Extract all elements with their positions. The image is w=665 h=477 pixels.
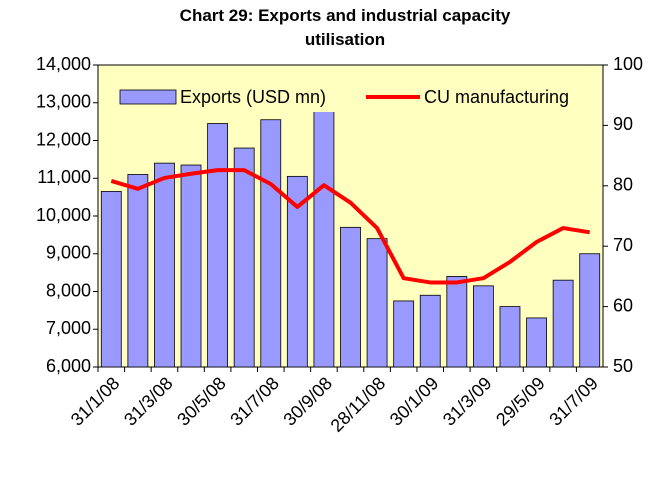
bar — [286, 175, 308, 368]
x-tick-label: 31/1/08 — [67, 373, 124, 430]
bar — [472, 285, 494, 368]
bar — [419, 294, 441, 368]
bar — [207, 123, 229, 368]
bar — [579, 253, 601, 368]
x-tick-label: 31/7/09 — [545, 373, 602, 430]
bar — [154, 162, 175, 368]
legend-box — [116, 83, 600, 112]
bar — [393, 300, 415, 368]
y-tick-label: 10,000 — [36, 205, 91, 225]
bar — [340, 226, 361, 368]
bar — [260, 119, 282, 368]
y-tick-label: 8,000 — [46, 280, 91, 300]
bar — [180, 164, 202, 368]
x-tick-label: 28/11/08 — [327, 373, 390, 436]
y2-tick-label: 90 — [613, 114, 633, 134]
bar — [446, 275, 468, 368]
y2-tick-label: 70 — [613, 235, 633, 255]
x-tick-label: 31/3/09 — [439, 373, 496, 430]
bar — [552, 279, 574, 368]
bar — [526, 317, 547, 368]
bar — [499, 306, 521, 368]
y-tick-label: 14,000 — [36, 54, 91, 74]
legend-swatch — [119, 89, 177, 105]
y-tick-label: 13,000 — [36, 92, 91, 112]
x-tick-label: 30/1/09 — [386, 373, 443, 430]
bar — [127, 174, 149, 368]
x-tick-label: 31/7/08 — [226, 373, 283, 430]
legend-label: Exports (USD mn) — [180, 87, 326, 107]
x-tick-label: 31/3/08 — [120, 373, 177, 430]
line — [110, 168, 591, 285]
y2-tick-label: 80 — [613, 175, 633, 195]
bar — [366, 238, 388, 368]
y-tick-label: 12,000 — [36, 129, 91, 149]
x-tick-label: 29/5/09 — [492, 373, 549, 430]
y2-tick-label: 60 — [613, 295, 633, 315]
bar — [233, 147, 255, 368]
y-tick-label: 7,000 — [46, 318, 91, 338]
bar — [313, 109, 335, 368]
y-tick-label: 9,000 — [46, 243, 91, 263]
y-tick-label: 6,000 — [46, 356, 91, 376]
y-tick-label: 11,000 — [37, 167, 91, 187]
x-tick-label: 30/5/08 — [173, 373, 230, 430]
y2-tick-label: 50 — [613, 356, 633, 376]
y2-tick-label: 100 — [613, 54, 643, 74]
chart-title: Chart 29: Exports and industrial capacit… — [179, 6, 511, 49]
legend-label: CU manufacturing — [424, 87, 569, 107]
bar — [100, 191, 122, 368]
